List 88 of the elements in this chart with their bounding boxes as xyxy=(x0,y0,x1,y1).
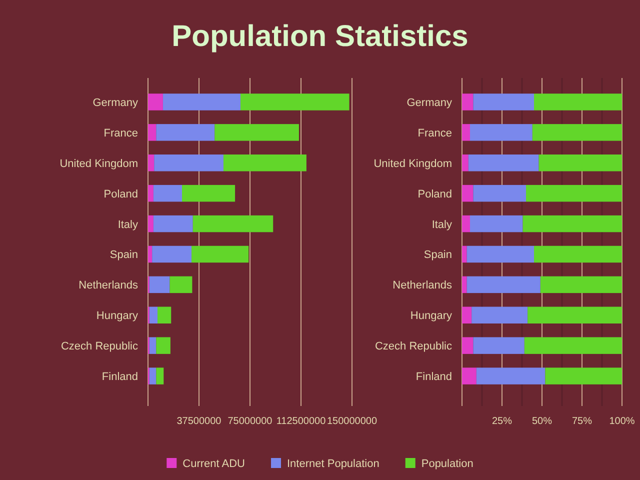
y-tick-label: Germany xyxy=(406,96,452,109)
bar xyxy=(192,215,274,232)
y-tick-label: United Kingdom xyxy=(374,158,452,170)
bar xyxy=(534,246,622,263)
bar xyxy=(153,184,182,202)
bar xyxy=(148,215,154,232)
bar xyxy=(538,154,622,172)
bar xyxy=(462,94,474,110)
bar xyxy=(148,184,154,202)
legend-label: Current ADU xyxy=(182,458,246,470)
chart-title: Population Statistics xyxy=(172,20,468,53)
bar xyxy=(534,94,622,110)
bar xyxy=(182,184,236,202)
bar xyxy=(545,368,622,384)
bar xyxy=(462,368,476,384)
bar xyxy=(526,184,622,202)
bar xyxy=(152,246,192,263)
bar xyxy=(532,124,622,141)
x-tick-label: 50% xyxy=(532,416,552,427)
x-tick-label: 37500000 xyxy=(176,416,222,427)
bar xyxy=(153,215,193,232)
bar xyxy=(462,184,474,202)
bar xyxy=(522,215,622,232)
bar xyxy=(148,124,156,141)
bar xyxy=(154,154,224,172)
bar xyxy=(468,154,539,172)
y-tick-label: Italy xyxy=(432,218,452,231)
bar xyxy=(540,276,622,294)
bar xyxy=(148,246,152,263)
bar xyxy=(470,215,523,232)
y-tick-label: Netherlands xyxy=(392,280,452,292)
bar xyxy=(156,124,215,141)
y-tick-label: Czech Republic xyxy=(374,340,452,353)
bar xyxy=(149,276,170,294)
y-tick-label: Poland xyxy=(418,188,452,200)
bar xyxy=(462,124,470,141)
bar xyxy=(473,184,526,202)
x-tick-label: 75000000 xyxy=(228,416,273,427)
y-tick-label: Hungary xyxy=(96,310,138,322)
x-tick-label: 100% xyxy=(609,416,635,427)
y-tick-label: Germany xyxy=(92,96,138,109)
bar xyxy=(528,306,622,324)
bar xyxy=(149,368,156,384)
bar xyxy=(149,337,156,354)
bar xyxy=(524,337,622,354)
y-tick-label: Netherlands xyxy=(78,280,138,292)
bar xyxy=(170,276,192,294)
y-tick-label: France xyxy=(418,127,452,140)
bar xyxy=(466,276,540,294)
bar xyxy=(148,154,154,172)
bar xyxy=(462,246,467,263)
y-tick-label: Spain xyxy=(110,249,138,262)
bar xyxy=(462,215,470,232)
bar xyxy=(240,94,350,110)
bar xyxy=(223,154,306,172)
bar xyxy=(148,94,163,110)
y-tick-label: Finland xyxy=(102,371,138,384)
bar xyxy=(462,306,472,324)
x-tick-label: 25% xyxy=(492,416,512,427)
bar xyxy=(473,94,534,110)
bar xyxy=(476,368,546,384)
y-tick-label: France xyxy=(104,127,138,140)
bar xyxy=(462,337,474,354)
y-tick-label: Spain xyxy=(424,249,452,262)
bar xyxy=(156,368,164,384)
bar xyxy=(156,337,170,354)
legend-label: Population xyxy=(421,458,474,470)
x-tick-label: 150000000 xyxy=(326,416,378,427)
legend-label: Internet Population xyxy=(287,458,380,470)
y-tick-label: Hungary xyxy=(410,310,452,322)
y-tick-label: Poland xyxy=(104,188,138,200)
y-tick-label: Finland xyxy=(416,371,452,384)
bar xyxy=(466,246,534,263)
bar xyxy=(462,276,467,294)
bar xyxy=(473,337,524,354)
bar xyxy=(162,94,240,110)
bar xyxy=(192,246,249,263)
x-tick-label: 75% xyxy=(572,416,592,427)
bar xyxy=(472,306,528,324)
bar xyxy=(158,306,172,324)
y-tick-label: Czech Republic xyxy=(60,340,138,353)
x-tick-label: 112500000 xyxy=(276,416,326,427)
bar xyxy=(470,124,532,141)
bar xyxy=(214,124,299,141)
bar xyxy=(149,306,158,324)
y-tick-label: Italy xyxy=(118,218,138,231)
y-tick-label: United Kingdom xyxy=(60,158,138,170)
bar xyxy=(462,154,468,172)
